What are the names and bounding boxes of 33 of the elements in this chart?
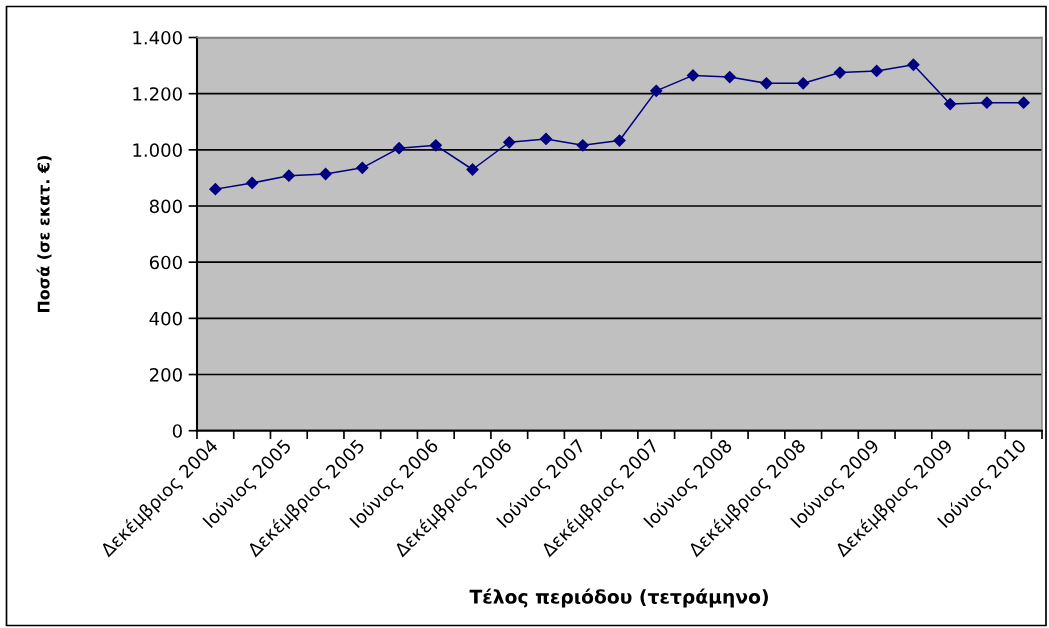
point bbox=[797, 77, 810, 90]
point bbox=[760, 77, 773, 90]
point bbox=[907, 58, 920, 71]
point bbox=[576, 139, 589, 152]
point bbox=[944, 97, 957, 111]
point bbox=[539, 132, 553, 145]
point bbox=[429, 139, 442, 152]
y-tick-label: 1.200 bbox=[133, 87, 182, 101]
point bbox=[980, 96, 993, 109]
point bbox=[209, 183, 222, 196]
point bbox=[870, 64, 883, 78]
point bbox=[686, 69, 700, 82]
y-tick-label: 400 bbox=[149, 311, 182, 326]
y-tick-label: 600 bbox=[149, 255, 182, 270]
point bbox=[503, 136, 516, 149]
point bbox=[392, 142, 406, 155]
y-tick-label: 800 bbox=[149, 199, 182, 214]
point bbox=[319, 167, 332, 181]
point bbox=[356, 161, 369, 174]
point bbox=[246, 176, 259, 190]
point bbox=[833, 66, 847, 79]
point bbox=[466, 163, 479, 176]
point bbox=[723, 71, 736, 84]
x-axis-title: Τέλος περιόδου (τετράμηνο) bbox=[469, 588, 768, 608]
y-axis-title: Ποσά (σε εκατ. €) bbox=[36, 156, 52, 313]
point bbox=[282, 169, 295, 182]
y-tick-label: 1.400 bbox=[133, 30, 182, 45]
y-tick-label: 200 bbox=[149, 367, 182, 382]
point bbox=[650, 84, 663, 97]
point bbox=[1017, 96, 1030, 109]
point bbox=[613, 134, 626, 147]
y-tick-label: 1.000 bbox=[133, 143, 182, 157]
y-tick-label: 0 bbox=[172, 424, 182, 438]
